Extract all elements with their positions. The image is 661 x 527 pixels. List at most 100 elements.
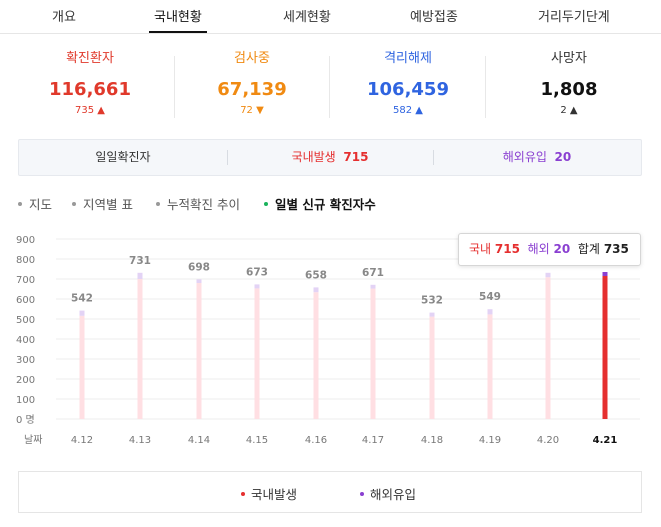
tab-overview[interactable]: 개요 bbox=[52, 10, 76, 25]
x-tick-label: 4.15 bbox=[246, 435, 268, 446]
daily-domestic-value: 715 bbox=[343, 150, 369, 164]
bar-domestic bbox=[196, 283, 202, 419]
data-label: 731 bbox=[129, 255, 151, 267]
stat-change-value: 582 bbox=[393, 105, 413, 116]
bar-overseas bbox=[79, 310, 85, 316]
x-tick-label: 4.19 bbox=[479, 435, 501, 446]
bar-overseas bbox=[313, 287, 319, 293]
chart-legend: 국내발생 해외유입 bbox=[18, 471, 642, 513]
legend-label: 해외유입 bbox=[370, 487, 417, 502]
bullet-icon bbox=[156, 201, 160, 206]
stat-change: 582 ▲ bbox=[338, 104, 478, 118]
stat-value: 1,808 bbox=[540, 79, 598, 100]
x-tick-label: 4.16 bbox=[305, 435, 327, 446]
bar-overseas bbox=[196, 279, 202, 283]
y-tick-label: 800 bbox=[16, 255, 35, 266]
x-tick-label: 4.12 bbox=[71, 435, 93, 446]
bullet-icon bbox=[72, 201, 76, 206]
tooltip-domestic-value: 715 bbox=[494, 242, 520, 256]
arrow-up-icon: ▲ bbox=[569, 105, 578, 116]
arrow-up-icon: ▲ bbox=[415, 105, 423, 116]
bar-overseas bbox=[254, 284, 260, 289]
stats-summary: 확진환자 116,661 735 ▲ 검사중 67,139 72 ▼ 격리해제 … bbox=[0, 50, 661, 126]
y-tick-label: 400 bbox=[16, 335, 35, 346]
legend-dot-icon bbox=[241, 491, 245, 496]
daily-domestic-label: 국내발생 bbox=[291, 150, 336, 164]
legend-item-domestic[interactable]: 국내발생 bbox=[241, 484, 297, 503]
tab-distancing[interactable]: 거리두기단계 bbox=[538, 10, 610, 25]
data-label: 671 bbox=[362, 267, 384, 279]
stat-confirmed: 확진환자 116,661 735 ▲ bbox=[20, 50, 160, 118]
chart-tab-daily-new[interactable]: 일별 신규 확진자수 bbox=[264, 194, 376, 213]
data-label: 658 bbox=[305, 269, 327, 281]
x-tick-label: 4.18 bbox=[421, 435, 443, 446]
chart-tab-label: 지역별 표 bbox=[83, 197, 133, 212]
y-tick-label: 300 bbox=[16, 355, 35, 366]
divider bbox=[433, 150, 434, 165]
bar-overseas bbox=[370, 284, 376, 289]
chart-tooltip: 국내 715 해외 20 합계 735 bbox=[458, 233, 641, 266]
bar-domestic bbox=[487, 314, 493, 419]
stat-value: 106,459 bbox=[367, 79, 449, 100]
data-label: 673 bbox=[246, 266, 268, 278]
arrow-up-icon: ▲ bbox=[97, 105, 105, 116]
chart-tab-region-table[interactable]: 지역별 표 bbox=[72, 194, 133, 213]
tooltip-total-value: 735 bbox=[603, 242, 629, 256]
legend-label: 국내발생 bbox=[251, 487, 298, 502]
daily-overseas-label: 해외유입 bbox=[502, 150, 547, 164]
daily-overseas-value: 20 bbox=[554, 150, 572, 164]
chart-tab-label: 누적확진 추이 bbox=[167, 197, 240, 212]
bar-domestic bbox=[429, 316, 435, 419]
tab-domestic[interactable]: 국내현황 bbox=[154, 10, 202, 25]
x-tick-label: 4.20 bbox=[537, 435, 559, 446]
tooltip-domestic-label: 국내 bbox=[469, 242, 492, 256]
bar-domestic bbox=[254, 288, 260, 419]
daily-overseas: 해외유입 20 bbox=[433, 140, 641, 175]
stat-released: 격리해제 106,459 582 ▲ bbox=[338, 50, 478, 118]
tooltip-overseas-value: 20 bbox=[553, 242, 571, 256]
y-tick-label: 0 명 bbox=[16, 414, 35, 426]
daily-title: 일일확진자 bbox=[95, 150, 151, 164]
bullet-icon bbox=[18, 201, 22, 206]
bar-domestic bbox=[137, 279, 143, 419]
tab-world[interactable]: 세계현황 bbox=[283, 10, 331, 25]
divider bbox=[329, 56, 330, 118]
stat-change: 2 ▲ bbox=[499, 104, 639, 118]
chart-tab-map[interactable]: 지도 bbox=[18, 194, 52, 213]
daily-domestic: 국내발생 715 bbox=[227, 140, 433, 175]
y-tick-label: 100 bbox=[16, 395, 35, 406]
legend-dot-icon bbox=[360, 491, 364, 496]
stat-change-value: 735 bbox=[75, 105, 95, 116]
data-label: 532 bbox=[421, 295, 443, 307]
stat-label: 격리해제 bbox=[384, 51, 432, 66]
data-label: 542 bbox=[71, 293, 93, 305]
chart-tab-label: 일별 신규 확진자수 bbox=[275, 197, 376, 212]
chart-tab-cumulative[interactable]: 누적확진 추이 bbox=[156, 194, 240, 213]
tooltip-total-label: 합계 bbox=[577, 242, 600, 256]
stat-change-value: 2 bbox=[560, 105, 567, 116]
x-tick-label: 4.14 bbox=[188, 435, 210, 446]
x-tick-label: 4.17 bbox=[362, 435, 384, 446]
daily-confirmed-box: 일일확진자 국내발생 715 해외유입 20 bbox=[18, 139, 642, 176]
arrow-down-icon: ▼ bbox=[256, 105, 264, 116]
divider bbox=[174, 56, 175, 118]
bar-domestic bbox=[313, 292, 319, 419]
bar-overseas bbox=[137, 272, 143, 279]
bar-domestic bbox=[79, 315, 85, 419]
y-tick-label: 700 bbox=[16, 275, 35, 286]
data-label: 698 bbox=[188, 261, 210, 273]
stat-testing: 검사중 67,139 72 ▼ bbox=[182, 50, 322, 118]
stat-label: 확진환자 bbox=[66, 51, 114, 66]
y-tick-label: 600 bbox=[16, 295, 35, 306]
divider bbox=[227, 150, 228, 165]
stat-change: 735 ▲ bbox=[20, 104, 160, 118]
stat-change-value: 72 bbox=[240, 105, 253, 116]
bar-domestic bbox=[545, 277, 551, 419]
legend-item-overseas[interactable]: 해외유입 bbox=[360, 484, 416, 503]
bar-domestic bbox=[602, 276, 608, 419]
x-tick-label: 4.21 bbox=[593, 435, 618, 446]
chart-tab-label: 지도 bbox=[29, 197, 53, 212]
tab-vaccination[interactable]: 예방접종 bbox=[410, 10, 458, 25]
main-tab-bar: 개요 국내현황 세계현황 예방접종 거리두기단계 bbox=[0, 0, 661, 34]
y-tick-label: 500 bbox=[16, 315, 35, 326]
